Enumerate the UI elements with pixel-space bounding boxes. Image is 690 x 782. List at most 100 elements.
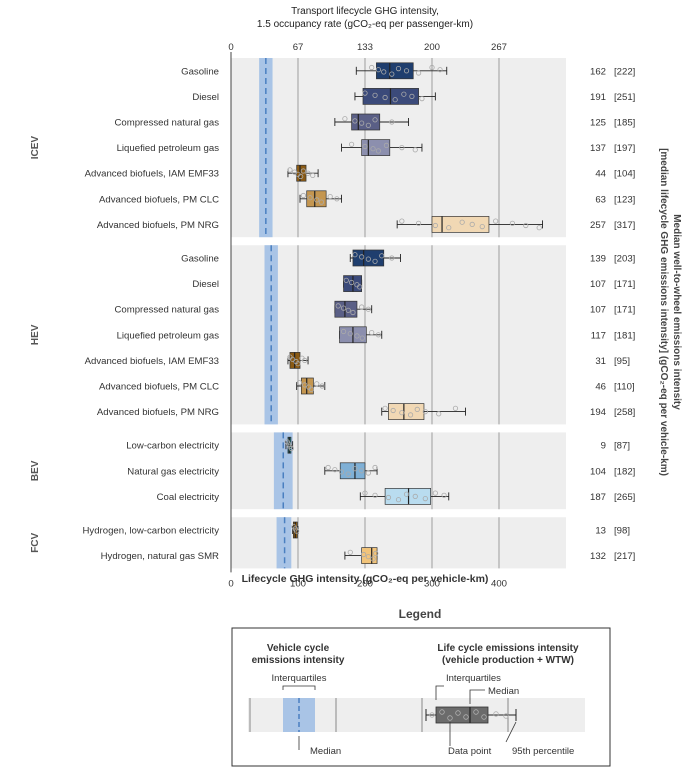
data-point [493,218,499,224]
data-point [370,556,376,562]
x-tick-label: 400 [491,578,507,589]
data-point [365,554,371,560]
data-point [342,116,348,122]
data-point [348,141,355,147]
data-point [352,465,358,472]
x-tick-label: 300 [424,578,440,589]
legend-lifecycle-title-line2: (vehicle production + WTW) [442,655,574,666]
wtw-value: 31 [595,356,606,367]
lifecycle-value: [104] [614,169,635,180]
data-point [365,256,371,262]
group-label-icev: ICEV [30,136,41,160]
lifecycle-value: [185] [614,118,635,129]
row-label: Natural gas electricity [127,466,219,477]
wtw-value: 117 [591,330,606,341]
top-tick-label: 267 [491,42,507,53]
lifecycle-value: [123] [614,194,635,205]
legend-data-point-label: Data point [448,746,492,757]
row-label: Advanced biofuels, PM NRG [97,407,219,418]
data-point [295,361,301,367]
data-point [422,495,428,502]
data-point [479,224,485,230]
data-point [359,120,365,126]
data-point [389,71,395,77]
data-point [382,94,388,101]
lifecycle-value: [95] [614,356,630,367]
data-point [436,411,442,417]
data-point [399,410,405,416]
data-point [305,170,311,176]
row-label: Diesel [192,279,219,290]
data-point [379,253,385,259]
data-point [352,252,358,258]
box [301,377,314,395]
lifecycle-value: [217] [614,551,635,562]
data-point [419,96,425,102]
top-tick-label: 0 [228,42,233,53]
row-label: Advanced biofuels, IAM EMF33 [85,356,219,367]
data-point [403,68,410,74]
vehicle-cycle-band-hev [264,245,278,425]
data-point [432,490,438,496]
data-point [365,122,371,128]
data-point [348,279,355,286]
data-point [429,64,435,71]
wtw-value: 137 [590,143,606,154]
row-label: Coal electricity [157,492,220,503]
wtw-value: 104 [590,466,607,477]
wtw-value: 194 [590,407,607,418]
data-point [389,119,395,125]
data-point [296,380,302,386]
data-point [345,471,351,477]
data-point [345,307,351,313]
data-point [334,196,340,202]
box-plots [284,62,543,564]
top-axis-title-line1: Transport lifecycle GHG intensity, [291,6,439,17]
data-point [294,528,300,534]
lifecycle-value: [182] [614,466,635,477]
row-label: Low-carbon electricity [126,441,219,452]
lifecycle-value: [317] [614,220,635,231]
data-point [373,550,379,557]
x-tick-label: 200 [357,578,373,589]
data-point [395,497,402,503]
data-point [325,464,331,471]
wtw-value: 46 [595,382,606,393]
x-tick-label: 0 [228,578,233,589]
legend-p95-label: 95th percentile [512,746,574,757]
row-label: Hydrogen, low-carbon electricity [82,526,219,537]
wtw-value: 125 [590,118,606,129]
data-point [382,405,388,411]
data-point [414,406,420,412]
box [431,216,490,233]
lifecycle-value: [258] [614,407,635,418]
data-point [395,66,402,72]
data-point [437,67,443,73]
wtw-value: 187 [590,492,606,503]
box [339,462,366,480]
data-point [509,220,516,226]
data-point [383,142,390,148]
wtw-value: 107 [590,305,606,316]
row-label: Liquefied petroleum gas [117,143,220,154]
data-point [469,221,475,227]
data-point [401,91,407,97]
wtw-value: 13 [595,526,606,537]
row-label: Gasoline [181,254,219,265]
data-point [352,118,358,124]
data-point [523,222,529,229]
legend-vehicle-cycle-title-line2: emissions intensity [252,655,345,666]
data-point [412,147,418,153]
data-point [327,194,333,200]
legend-interquartiles-right-label: Interquartiles [446,673,501,684]
data-point [362,490,368,496]
data-point [415,70,422,76]
data-point [536,225,542,231]
data-point [422,408,428,415]
data-point [302,382,308,388]
right-axis-title-line1: Median well-to-wheel emissions intensity [671,214,682,410]
data-point [390,407,396,414]
data-point [369,329,375,336]
data-point [343,277,349,283]
value-labels: 162 [222] 191 [251] 125 [185] 137 [197] 44 [104] 6… [590,66,635,562]
